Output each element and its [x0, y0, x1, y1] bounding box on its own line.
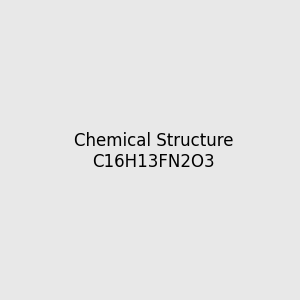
Text: Chemical Structure
C16H13FN2O3: Chemical Structure C16H13FN2O3	[74, 132, 233, 171]
